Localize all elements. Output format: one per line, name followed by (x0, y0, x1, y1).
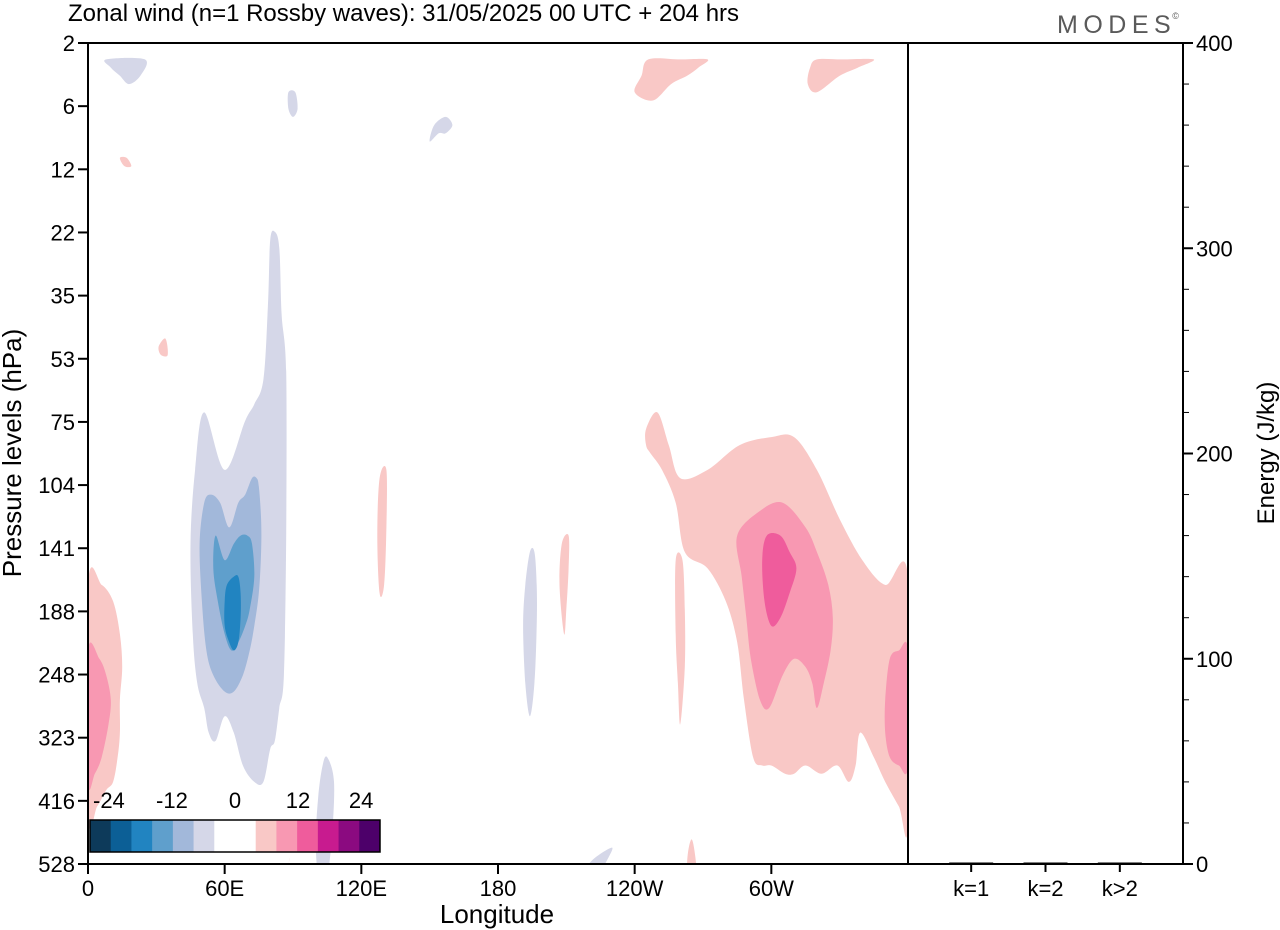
x-tick-label: 120E (336, 876, 387, 901)
colorbar-swatch (131, 820, 153, 852)
x-tick-label: 0 (82, 876, 94, 901)
contour-pos1-16 (119, 156, 132, 168)
colorbar-swatch (214, 820, 236, 852)
contour-neg1-5 (287, 90, 298, 117)
y-tick-label: 416 (38, 789, 75, 814)
contour-pos3-22 (762, 533, 797, 627)
energy-category-label: k>2 (1102, 876, 1138, 901)
x-tick-label: 120W (606, 876, 664, 901)
colorbar-swatch (152, 820, 174, 852)
colorbar-label: -12 (156, 788, 188, 813)
colorbar-label: 0 (229, 788, 241, 813)
contour-pos1-18 (675, 552, 686, 725)
colorbar-swatch (235, 820, 257, 852)
colorbar-swatch (193, 820, 215, 852)
contour-pos1-17 (559, 533, 570, 635)
chart-title: Zonal wind (n=1 Rossby waves): 31/05/202… (68, 0, 739, 27)
y-tick-label: 248 (38, 663, 75, 688)
modes-logo-mark: © (1172, 11, 1184, 21)
contour-neg1-8 (523, 547, 537, 717)
colorbar-legend: -24 -12 0 12 24 (89, 788, 381, 853)
y-tick-label: 2 (63, 31, 75, 56)
contour-pos1-24 (288, 857, 290, 864)
colorbar-swatch (172, 820, 195, 852)
x-tick-label: 60W (749, 876, 794, 901)
y-tick-label: 104 (38, 473, 75, 498)
colorbar-label: 24 (349, 788, 373, 813)
contour-pos1-13 (807, 58, 875, 93)
contour-pos1-15 (158, 338, 168, 357)
energy-tick-label: 100 (1196, 647, 1233, 672)
energy-tick-label: 300 (1196, 236, 1233, 261)
colorbar-swatch (317, 820, 340, 852)
energy-bar-series: k=1 k=2 k>2 (949, 862, 1142, 901)
contour-pos1-19 (687, 839, 697, 864)
energy-tick-label: 200 (1196, 442, 1233, 467)
y-axis-energy: 0 100 200 300 400 (1183, 31, 1233, 877)
energy-category-label: k=2 (1027, 876, 1063, 901)
colorbar-frame (89, 819, 381, 853)
y-tick-label: 141 (38, 536, 75, 561)
y-tick-label: 188 (38, 599, 75, 624)
contour-pos2-23 (884, 641, 908, 775)
colorbar-swatch (297, 820, 319, 852)
energy-category-label: k=1 (953, 876, 989, 901)
contour-neg1-0 (104, 57, 147, 85)
y-tick-label: 12 (51, 157, 75, 182)
colorbar-swatch (276, 820, 298, 852)
y-tick-label: 75 (51, 410, 75, 435)
y-axis-pressure: 2 6 12 22 35 53 75 104 141 188 248 323 416 528 (38, 31, 88, 877)
contour-neg1-9 (589, 847, 613, 864)
colorbar-label: 12 (286, 788, 310, 813)
colorbar-swatch (338, 820, 360, 852)
energy-tick-label: 0 (1196, 852, 1208, 877)
y-tick-label: 53 (51, 347, 75, 372)
colorbar-label: -24 (93, 788, 125, 813)
colorbar-swatch (90, 820, 112, 852)
energy-plot-frame (907, 42, 1184, 865)
y-tick-label: 528 (38, 852, 75, 877)
contour-pos1-12 (634, 58, 709, 101)
contour-pos1-14 (377, 465, 387, 598)
y-tick-label: 6 (63, 94, 75, 119)
colorbar-swatch (255, 820, 277, 852)
contour-neg4-4 (224, 575, 241, 651)
x-tick-label: 180 (480, 876, 517, 901)
x-axis-label: Longitude (440, 899, 554, 929)
x-tick-label: 60E (205, 876, 244, 901)
y-axis-label: Pressure levels (hPa) (0, 329, 27, 578)
colorbar-swatch (110, 820, 132, 852)
wind-contour-layer (88, 57, 908, 864)
contour-pos2-11 (88, 642, 111, 790)
x-axis: 0 60E 120E 180 120W 60W (82, 864, 794, 901)
y-tick-label: 22 (51, 220, 75, 245)
y-axis-right-label: Energy (J/kg) (1253, 382, 1280, 525)
colorbar-swatch (359, 820, 381, 852)
modes-logo: MODES© (1057, 11, 1184, 39)
y-tick-label: 35 (51, 284, 75, 309)
y-tick-label: 323 (38, 726, 75, 751)
contour-neg1-6 (429, 116, 453, 142)
energy-tick-label: 400 (1196, 31, 1233, 56)
